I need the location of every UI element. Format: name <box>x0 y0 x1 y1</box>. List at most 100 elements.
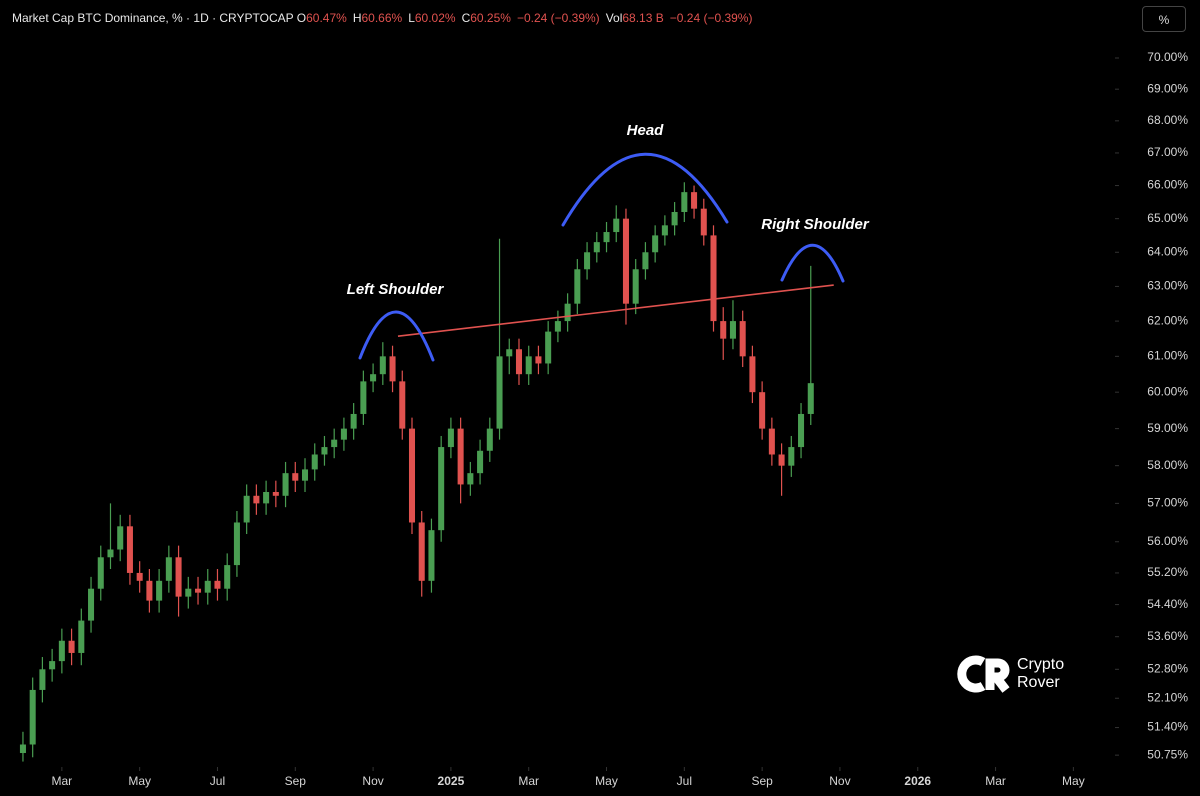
candle-body <box>243 495 250 523</box>
y-tick-label: 69.00% <box>1147 81 1188 95</box>
y-tick-label: 52.10% <box>1147 690 1188 704</box>
candle-body <box>29 689 36 745</box>
candle-body <box>165 557 172 581</box>
candle-body <box>613 218 620 233</box>
candle-body <box>652 235 659 253</box>
candle-body <box>370 374 377 382</box>
y-tick-label: 52.80% <box>1147 661 1188 675</box>
ohlc-label: C <box>461 11 471 25</box>
x-tick-label: May <box>128 774 151 788</box>
x-tick-label: Sep <box>751 774 773 788</box>
candle-body <box>535 356 542 364</box>
scale-button[interactable]: % <box>1142 6 1186 32</box>
y-tick-label: 67.00% <box>1147 145 1188 159</box>
candle-body <box>710 235 717 322</box>
x-tick-label: 2025 <box>438 774 465 788</box>
candle-body <box>447 428 454 448</box>
y-tick-label: 51.40% <box>1147 720 1188 734</box>
candle-body <box>117 526 124 550</box>
candle-body <box>88 588 95 621</box>
candle-body <box>788 447 795 466</box>
candle-body <box>739 321 746 357</box>
candle-body <box>39 669 46 690</box>
chart-title: Market Cap BTC Dominance, % · 1D · CRYPT… <box>12 11 294 25</box>
candle-body <box>525 356 532 375</box>
candle-body <box>418 522 425 581</box>
y-tick-label: 60.00% <box>1147 384 1188 398</box>
x-tick-label: Mar <box>518 774 539 788</box>
x-tick-label: May <box>1062 774 1085 788</box>
candle-body <box>185 588 192 597</box>
candle-body <box>515 349 522 375</box>
candle-body <box>622 218 629 304</box>
candle-body <box>778 454 785 466</box>
candle-body <box>506 349 513 357</box>
candle-body <box>749 356 756 393</box>
candle-body <box>282 473 289 496</box>
ohlc-value: −0.24 (−0.39%) <box>669 11 753 25</box>
y-tick-label: 50.75% <box>1147 747 1188 761</box>
x-tick-label: May <box>595 774 618 788</box>
ohlc-header: O60.47% H60.66% L60.02% C60.25% −0.24 (−0.39… <box>297 11 759 25</box>
candle-body <box>457 428 464 485</box>
ohlc-label: L <box>408 11 415 25</box>
ohlc-value: 60.66% <box>361 11 403 25</box>
x-tick-label: Nov <box>829 774 850 788</box>
candle-body <box>253 495 260 504</box>
candle-body <box>768 428 775 455</box>
candle-body <box>78 620 85 653</box>
candle-body <box>807 383 814 414</box>
x-tick-label: Sep <box>285 774 307 788</box>
annotation: Right Shoulder <box>761 216 870 233</box>
candle-body <box>126 526 133 573</box>
ohlc-value: 60.47% <box>306 11 347 25</box>
candle-body <box>691 192 698 209</box>
candle-body <box>331 439 338 448</box>
neckline <box>397 284 834 337</box>
y-tick-label: 66.00% <box>1147 178 1188 192</box>
y-tick-label: 62.00% <box>1147 313 1188 327</box>
x-tick-label: Jul <box>677 774 692 788</box>
candle-body <box>68 640 75 653</box>
candle-body <box>136 572 143 581</box>
candle-body <box>467 473 474 485</box>
candle-body <box>603 232 610 243</box>
candle-body <box>311 454 318 470</box>
y-tick-label: 65.00% <box>1147 211 1188 225</box>
candle-body <box>224 565 231 589</box>
candle-body <box>574 269 581 304</box>
ohlc-value: −0.24 (−0.39%) <box>516 11 600 25</box>
candle-body <box>486 428 493 451</box>
candle-body <box>700 208 707 236</box>
candle-body <box>58 640 65 662</box>
candle-body <box>340 428 347 440</box>
x-tick-label: Jul <box>210 774 225 788</box>
candle-body <box>272 491 279 496</box>
candle-body <box>156 580 163 601</box>
y-tick-label: 59.00% <box>1147 421 1188 435</box>
y-tick-label: 56.00% <box>1147 534 1188 548</box>
candle-body <box>389 356 396 382</box>
x-tick-label: 2026 <box>904 774 931 788</box>
ohlc-label: O <box>296 11 307 25</box>
watermark-text: Crypto <box>1017 656 1064 673</box>
y-tick-label: 64.00% <box>1147 244 1188 258</box>
candle-body <box>729 321 736 339</box>
candle-body <box>554 321 561 332</box>
x-tick-label: Mar <box>52 774 73 788</box>
ohlc-value: 68.13 B <box>622 11 664 25</box>
candle-body <box>214 580 221 589</box>
candle-body <box>399 381 406 429</box>
y-tick-label: 61.00% <box>1147 349 1188 363</box>
candle-body <box>438 447 445 531</box>
y-tick-label: 68.00% <box>1147 113 1188 127</box>
candle-body <box>379 356 386 375</box>
candle-body <box>564 303 571 322</box>
chart-header: Market Cap BTC Dominance, % · 1D · CRYPT… <box>12 11 758 25</box>
candle-body <box>584 252 591 270</box>
candle-body <box>408 428 416 523</box>
candle-body <box>496 356 503 429</box>
ohlc-value: 60.25% <box>470 11 511 25</box>
y-tick-label: 55.20% <box>1147 565 1188 579</box>
